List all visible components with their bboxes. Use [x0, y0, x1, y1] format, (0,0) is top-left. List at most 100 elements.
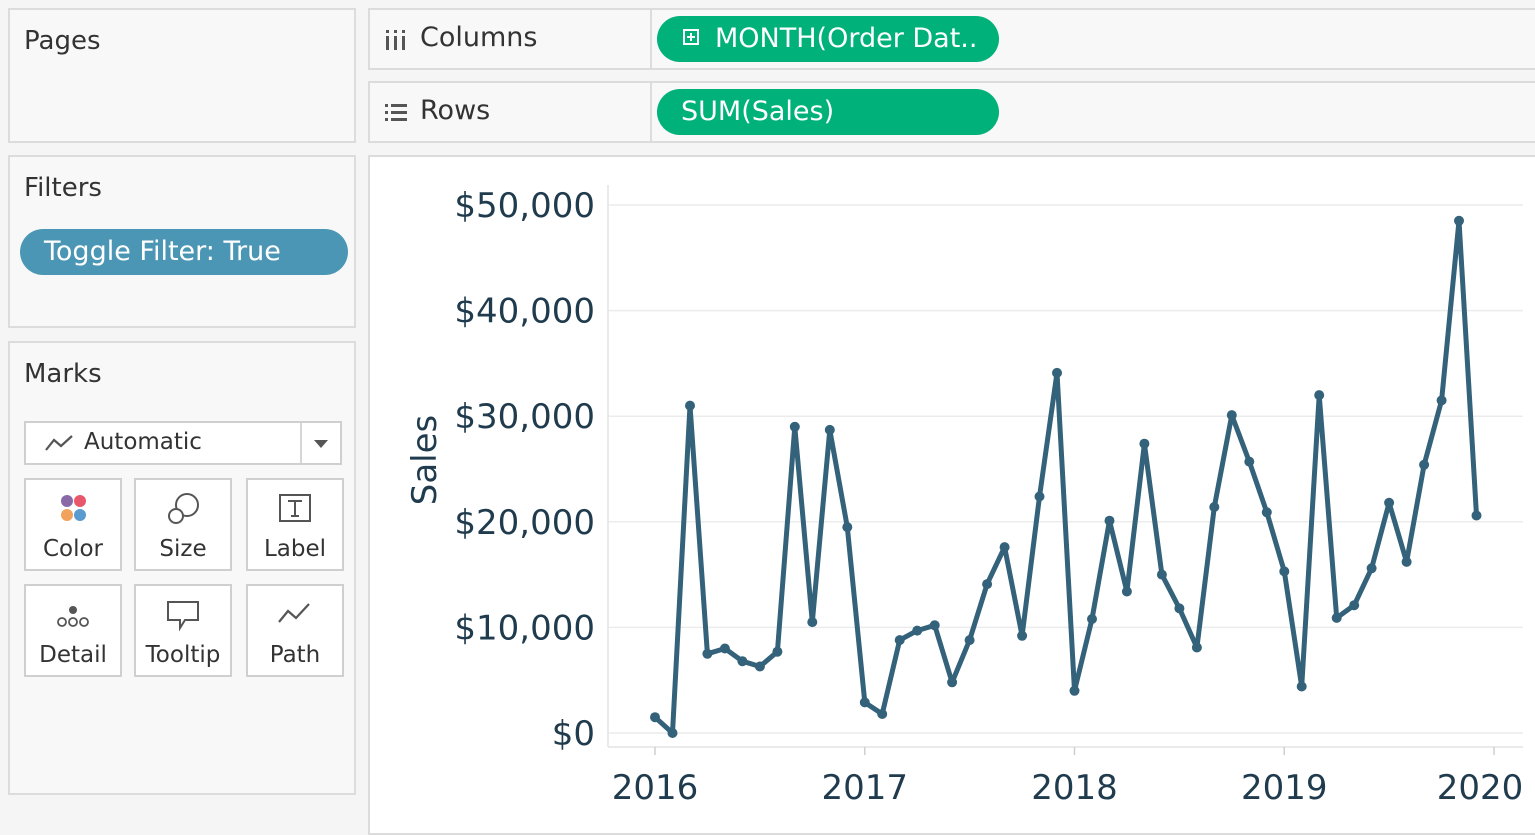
tooltip-label: Tooltip	[145, 642, 221, 668]
data-point[interactable]	[1314, 390, 1325, 401]
tooltip-icon	[167, 601, 199, 632]
data-point[interactable]	[894, 635, 905, 646]
data-point[interactable]	[1087, 614, 1097, 624]
toggle-filter-pill[interactable]: Toggle Filter: True	[20, 229, 348, 275]
gridlines	[607, 185, 1523, 748]
tooltip-button[interactable]: Tooltip	[134, 584, 232, 677]
data-point[interactable]	[702, 648, 713, 659]
rows-shelf[interactable]: Rows SUM(Sales)	[368, 81, 1535, 143]
mark-type-value: Automatic	[84, 429, 202, 455]
x-tick-label: 2016	[612, 768, 699, 808]
columns-shelf[interactable]: Columns MONTH(Order Dat..	[368, 8, 1535, 70]
x-axis-ticks: 2016 2017 2018 2019 2020	[612, 747, 1524, 808]
size-icon	[168, 493, 199, 524]
filters-title: Filters	[24, 173, 102, 203]
pages-card[interactable]: Pages	[8, 8, 356, 143]
x-tick-label: 2018	[1031, 768, 1118, 808]
mark-type-dropdown[interactable]: Automatic	[24, 421, 342, 465]
columns-pill-text: MONTH(Order Dat..	[715, 23, 978, 54]
rows-label: Rows	[420, 95, 491, 126]
data-point[interactable]	[1279, 566, 1290, 577]
data-point[interactable]	[1017, 630, 1028, 641]
data-point[interactable]	[842, 522, 853, 533]
path-label: Path	[269, 642, 321, 668]
color-icon	[61, 495, 86, 521]
month-order-date-pill[interactable]: MONTH(Order Dat..	[657, 16, 999, 62]
data-point[interactable]	[1209, 502, 1220, 512]
data-point[interactable]	[1191, 642, 1202, 653]
data-point[interactable]	[1139, 438, 1150, 449]
path-button[interactable]: Path	[246, 584, 344, 677]
series-sales	[650, 215, 1482, 738]
data-point[interactable]	[999, 542, 1010, 553]
data-point[interactable]	[1454, 215, 1464, 226]
data-point[interactable]	[1349, 600, 1360, 611]
x-tick-label: 2019	[1241, 768, 1328, 808]
x-tick-label: 2020	[1437, 768, 1524, 808]
sales-line-chart[interactable]: $0 $10,000 $20,000 $30,000 $40,000 $50,000 20…	[368, 155, 1535, 820]
data-point[interactable]	[1052, 367, 1062, 378]
expand-plus-icon[interactable]	[683, 29, 699, 45]
data-point[interactable]	[1156, 569, 1167, 580]
marks-card: Marks Automatic Color Size Label	[8, 341, 356, 795]
data-point[interactable]	[685, 400, 695, 411]
data-point[interactable]	[982, 579, 993, 590]
detail-button[interactable]: Detail	[24, 584, 122, 677]
data-point[interactable]	[1244, 456, 1255, 467]
data-point[interactable]	[772, 646, 783, 657]
data-point[interactable]	[1174, 603, 1185, 614]
data-point[interactable]	[1384, 497, 1395, 508]
columns-icon	[386, 30, 405, 50]
data-point[interactable]	[667, 728, 678, 738]
color-button[interactable]: Color	[24, 478, 122, 571]
data-point[interactable]	[877, 709, 888, 719]
data-point[interactable]	[1261, 507, 1272, 518]
data-point[interactable]	[1471, 510, 1482, 521]
data-point[interactable]	[1034, 491, 1045, 502]
data-point[interactable]	[1121, 586, 1132, 597]
label-button[interactable]: Label	[246, 478, 344, 571]
line-mark-icon	[45, 435, 73, 451]
y-tick-label: $30,000	[454, 397, 595, 437]
data-point[interactable]	[824, 424, 835, 435]
data-point[interactable]	[964, 635, 975, 646]
rows-pill-text: SUM(Sales)	[681, 96, 835, 127]
path-icon	[278, 603, 310, 623]
y-tick-label: $10,000	[454, 608, 595, 648]
shelf-divider	[650, 10, 652, 68]
sum-sales-pill[interactable]: SUM(Sales)	[657, 89, 999, 135]
data-point[interactable]	[754, 661, 765, 672]
data-point[interactable]	[1296, 681, 1307, 692]
y-axis-title: Sales	[405, 415, 445, 506]
data-point[interactable]	[1226, 410, 1237, 421]
size-button[interactable]: Size	[134, 478, 232, 571]
data-point[interactable]	[912, 625, 923, 636]
y-axis-ticks: $0 $10,000 $20,000 $30,000 $40,000 $50,000	[454, 186, 595, 754]
filters-card[interactable]: Filters Toggle Filter: True	[8, 155, 356, 328]
chevron-down-icon[interactable]	[314, 440, 328, 448]
data-point[interactable]	[947, 677, 958, 688]
data-point[interactable]	[1331, 612, 1342, 623]
x-tick-label: 2017	[821, 768, 908, 808]
data-point[interactable]	[650, 712, 660, 723]
label-icon	[279, 494, 311, 522]
data-point[interactable]	[1104, 515, 1115, 526]
data-point[interactable]	[859, 697, 870, 708]
data-point[interactable]	[807, 617, 818, 628]
data-point[interactable]	[737, 656, 748, 667]
marks-title: Marks	[24, 359, 102, 389]
data-point[interactable]	[1419, 459, 1430, 470]
detail-label: Detail	[39, 642, 107, 668]
y-tick-label: $40,000	[454, 292, 595, 332]
label-label: Label	[263, 536, 327, 562]
data-point[interactable]	[789, 421, 800, 432]
detail-icon	[57, 606, 89, 627]
y-tick-label: $0	[552, 714, 595, 754]
data-point[interactable]	[1069, 685, 1080, 696]
data-point[interactable]	[1366, 563, 1377, 574]
data-point[interactable]	[1436, 395, 1447, 406]
color-label: Color	[42, 536, 104, 562]
data-point[interactable]	[1401, 556, 1412, 567]
data-point[interactable]	[719, 643, 730, 654]
data-point[interactable]	[929, 620, 940, 631]
